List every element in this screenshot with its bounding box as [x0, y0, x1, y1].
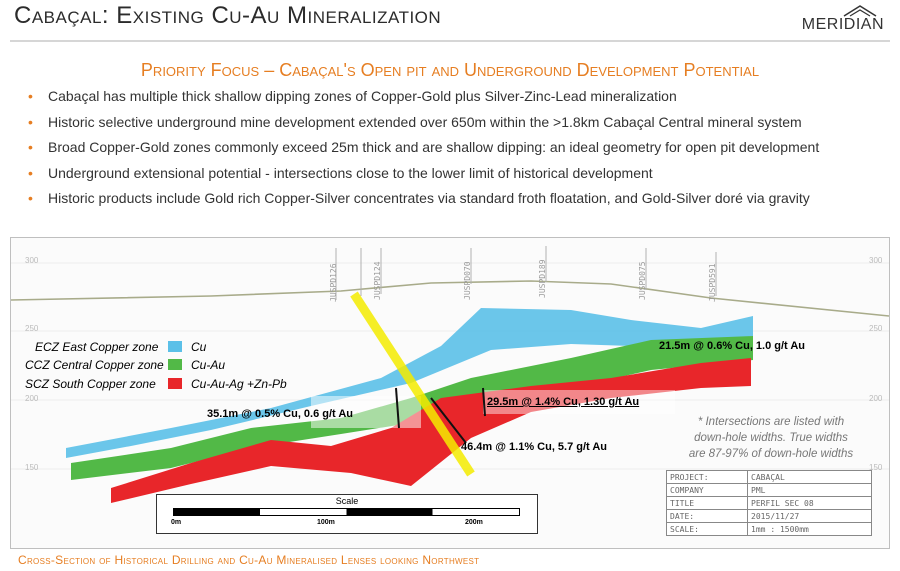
bullet-item: Underground extensional potential - inte… — [28, 165, 819, 191]
drillhole-label: JUSPD189 — [538, 259, 547, 298]
elevation-label: 250 — [869, 324, 883, 333]
table-row: SCALE: 1mm : 1500mm — [665, 522, 872, 536]
elevation-label: 300 — [25, 256, 39, 265]
page-title: Cabaçal: Existing Cu-Au Mineralization — [14, 2, 442, 29]
elevation-label: 150 — [869, 463, 883, 472]
meridian-logo-icon — [843, 5, 877, 17]
elevation-label: 200 — [869, 394, 883, 403]
elevation-label: 200 — [25, 394, 39, 403]
legend-swatch — [168, 378, 182, 389]
intersection-note: * Intersections are listed with down-hol… — [688, 416, 854, 460]
intersection-label: 29.5m @ 1.4% Cu, 1.30 g/t Au — [487, 396, 640, 408]
intersection-label: 21.5m @ 0.6% Cu, 1.0 g/t Au — [659, 340, 806, 352]
elevation-label: 300 — [869, 256, 883, 265]
legend-zone-label: CCZ Central Copper zone — [25, 358, 164, 372]
bullet-item: Historic products include Gold rich Copp… — [28, 190, 819, 216]
table-row: TITLE PERFIL SEC 08 — [665, 496, 872, 510]
drillhole-label: JUSPD070 — [463, 261, 472, 300]
scz-copper-zone — [111, 358, 751, 503]
figure-caption: Cross-Section of Historical Drilling and… — [18, 553, 480, 567]
scale-tick: 200m — [465, 519, 483, 526]
bullet-item: Historic selective underground mine deve… — [28, 114, 819, 140]
table-row: DATE: 2015/11/27 — [665, 509, 872, 523]
drillhole-label: JUSPD126 — [329, 263, 338, 302]
legend-zone-label: SCZ South Copper zone — [25, 377, 156, 391]
legend-swatch — [168, 359, 182, 370]
intersection-label: 35.1m @ 0.5% Cu, 0.6 g/t Au — [207, 408, 354, 420]
legend-metal-label: Cu-Au-Ag +Zn-Pb — [191, 377, 287, 391]
topography-line — [11, 280, 889, 317]
scale-tick: 0m — [171, 519, 182, 526]
drillhole-label: JUSPD124 — [373, 261, 382, 300]
scale-bar-graphic — [173, 508, 520, 516]
elevation-label: 150 — [25, 463, 39, 472]
cross-section-drawing — [11, 246, 889, 503]
scale-bar: Scale 0m 100m 200m — [156, 494, 538, 534]
table-row: COMPANY PML — [665, 483, 872, 497]
section-subtitle: Priority Focus – Cabaçal's Open pit and … — [140, 60, 760, 80]
bullet-item: Cabaçal has multiple thick shallow dippi… — [28, 88, 819, 114]
bullet-list: Cabaçal has multiple thick shallow dippi… — [28, 88, 819, 216]
legend-swatch — [168, 341, 182, 352]
table-row: PROJECT: CABAÇAL — [665, 470, 872, 484]
elevation-label: 250 — [25, 324, 39, 333]
title-divider — [10, 40, 890, 42]
legend-zone-label: ECZ East Copper zone — [35, 340, 159, 354]
legend-metal-label: Cu — [191, 340, 207, 354]
scale-tick: 100m — [317, 519, 335, 526]
title-block-table: PROJECT: CABAÇAL COMPANY PML TITLE PERFIL S… — [665, 470, 872, 536]
drill-trace-highlight — [350, 291, 475, 477]
bullet-item: Broad Copper-Gold zones commonly exceed … — [28, 139, 819, 165]
drillhole-label: JUSPD591 — [708, 263, 717, 302]
legend-metal-label: Cu-Au — [191, 358, 226, 372]
drillhole-label: JUSPD075 — [638, 261, 647, 300]
logo-text: MERIDIAN — [801, 16, 884, 33]
intersection-label: 46.4m @ 1.1% Cu, 5.7 g/t Au — [461, 441, 608, 453]
scale-title: Scale — [335, 496, 359, 506]
